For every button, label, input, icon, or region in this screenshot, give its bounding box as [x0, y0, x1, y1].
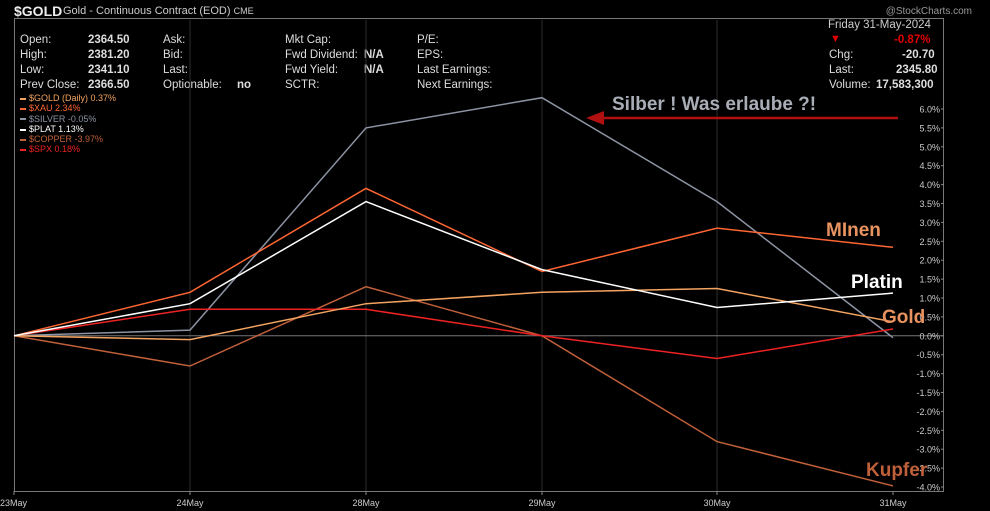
symbol-label: $GOLD: [14, 3, 63, 19]
kupfer-annotation: Kupfer: [866, 460, 928, 481]
chart-legend: $GOLD (Daily) 0.37% $XAU 2.34% $SILVER -0.…: [20, 93, 116, 155]
legend-label: $COPPER -3.97%: [29, 134, 104, 145]
brand-watermark: @StockCharts.com: [885, 6, 972, 17]
y-tick-label: 6.0%: [919, 105, 940, 115]
y-tick-label: 3.0%: [919, 218, 940, 228]
high-label: High:: [20, 49, 47, 61]
low-label: Low:: [20, 64, 45, 76]
y-tick-label: -2.5%: [916, 426, 940, 436]
silber-annotation: Silber ! Was erlaube ?!: [612, 94, 816, 115]
x-tick-label: 23May: [0, 498, 28, 508]
last2-label: Last:: [829, 64, 854, 76]
series-line: [13, 285, 894, 487]
symbol-name: Gold - Continuous Contract (EOD) CME: [63, 5, 254, 17]
x-tick-label: 28May: [352, 498, 380, 508]
legend-label: $SPX 0.18%: [29, 144, 81, 155]
series-line: [13, 287, 894, 341]
chart-frame: [14, 18, 944, 492]
optionable-value: no: [237, 79, 252, 91]
next-earnings-label: Next Earnings:: [417, 79, 493, 91]
sctr-label: SCTR:: [285, 79, 320, 91]
y-tick-label: -3.5%: [916, 464, 940, 474]
legend-item: $SPX 0.18%: [20, 144, 116, 154]
y-tick-label: -3.0%: [916, 445, 940, 455]
prev-close-value: 2366.50: [88, 79, 130, 91]
x-tick-label: 24May: [176, 498, 204, 508]
y-tick-label: 4.0%: [919, 180, 940, 190]
fwd-dividend-value: N/A: [364, 49, 384, 61]
last-label: Last:: [163, 64, 188, 76]
minen-annotation: MInen: [826, 220, 881, 241]
y-tick-label: 0.0%: [919, 331, 940, 341]
y-tick-label: 3.5%: [919, 199, 940, 209]
fwd-dividend-label: Fwd Dividend:: [285, 49, 358, 61]
exchange-label: CME: [233, 6, 254, 16]
y-tick-label: 4.5%: [919, 161, 940, 171]
legend-label: $SILVER -0.05%: [29, 113, 97, 124]
low-value: 2341.10: [88, 64, 130, 76]
date-label: Friday 31-May-2024: [828, 19, 931, 31]
legend-label: $XAU 2.34%: [29, 103, 81, 114]
y-tick-label: 5.5%: [919, 123, 940, 133]
prev-close-label: Prev Close:: [20, 79, 80, 91]
y-tick-label: 1.5%: [919, 275, 940, 285]
ask-label: Ask:: [163, 34, 186, 46]
y-tick-label: 0.5%: [919, 312, 940, 322]
annotation-arrow-icon: [586, 111, 604, 125]
bid-label: Bid:: [163, 49, 183, 61]
platin-annotation: Platin: [851, 272, 903, 293]
y-tick-label: 2.5%: [919, 237, 940, 247]
mktcap-label: Mkt Cap:: [285, 34, 332, 46]
fwd-yield-label: Fwd Yield:: [285, 64, 339, 76]
last-earnings-label: Last Earnings:: [417, 64, 491, 76]
y-tick-label: -0.5%: [916, 350, 940, 360]
legend-swatch: [20, 118, 26, 121]
x-tick-label: 30May: [703, 498, 731, 508]
legend-swatch: [20, 138, 26, 141]
eps-label: EPS:: [417, 49, 444, 61]
series-line: [13, 200, 894, 337]
y-tick-label: -1.0%: [916, 369, 940, 379]
chart-header: $GOLD Gold - Continuous Contract (EOD) C…: [0, 0, 990, 20]
legend-item: $COPPER -3.97%: [20, 134, 116, 144]
open-value: 2364.50: [88, 34, 130, 46]
y-tick-label: -2.0%: [916, 407, 940, 417]
legend-item: $PLAT 1.13%: [20, 124, 116, 134]
down-arrow-icon: ▼: [830, 33, 841, 45]
y-tick-label: -4.0%: [916, 483, 940, 493]
high-value: 2381.20: [88, 49, 130, 61]
gold-annotation: Gold: [882, 307, 925, 328]
legend-item: $GOLD (Daily) 0.37%: [20, 93, 116, 103]
series-line: [13, 187, 894, 337]
y-tick-label: 5.0%: [919, 142, 940, 152]
chg-label: Chg:: [829, 49, 854, 61]
fwd-yield-value: N/A: [364, 64, 384, 76]
volume-label: Volume:: [829, 79, 871, 91]
legend-label: $GOLD (Daily) 0.37%: [29, 93, 117, 103]
percent-change: -0.87%: [894, 34, 931, 46]
legend-swatch: [20, 97, 26, 100]
x-tick-label: 31May: [879, 498, 907, 508]
last2-value: 2345.80: [896, 64, 938, 76]
open-label: Open:: [20, 34, 52, 46]
x-tick-label: 29May: [528, 498, 556, 508]
legend-item: $XAU 2.34%: [20, 103, 116, 113]
legend-label: $PLAT 1.13%: [29, 123, 84, 134]
instrument-name: Gold - Continuous Contract (EOD): [63, 5, 231, 17]
y-tick-label: 1.0%: [919, 294, 940, 304]
legend-swatch: [20, 149, 26, 152]
chg-value: -20.70: [902, 49, 935, 61]
legend-item: $SILVER -0.05%: [20, 114, 116, 124]
pe-label: P/E:: [417, 34, 439, 46]
optionable-label: Optionable:: [163, 79, 222, 91]
legend-swatch: [20, 107, 26, 110]
y-tick-label: -1.5%: [916, 388, 940, 398]
volume-value: 17,583,300: [876, 79, 934, 91]
series-line: [13, 308, 894, 360]
y-tick-label: 2.0%: [919, 256, 940, 266]
legend-swatch: [20, 128, 26, 131]
series-line: [13, 96, 894, 339]
